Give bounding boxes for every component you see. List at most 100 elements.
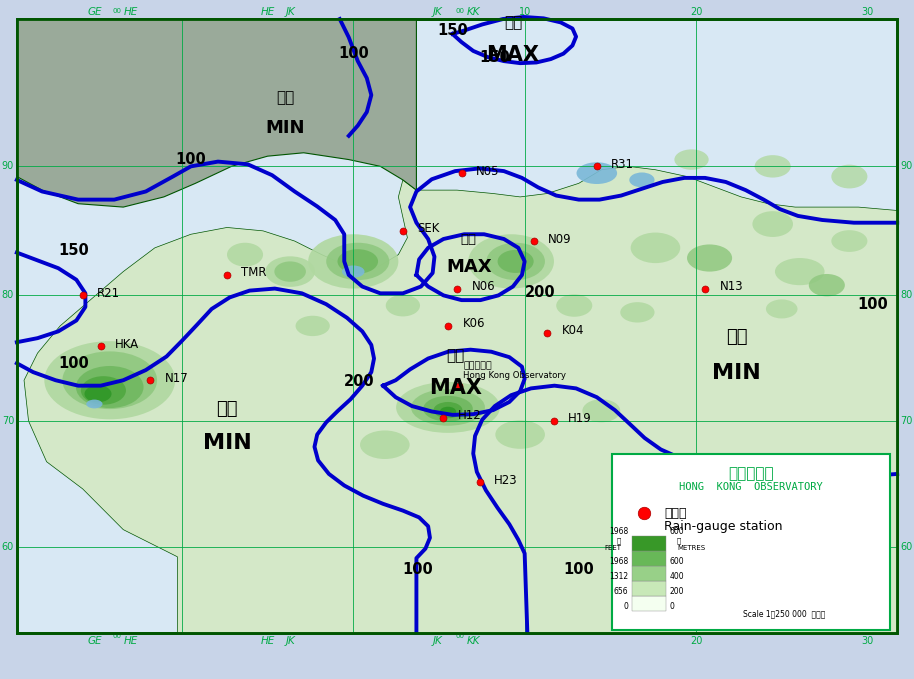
Bar (612, 454, 890, 630)
Text: 100: 100 (857, 297, 888, 312)
Ellipse shape (766, 299, 798, 318)
Text: 00: 00 (455, 633, 464, 639)
Bar (632, 596, 666, 611)
Text: 90: 90 (2, 162, 14, 171)
Text: 10: 10 (518, 7, 531, 17)
Ellipse shape (440, 407, 456, 416)
Ellipse shape (755, 155, 791, 178)
Text: MIN: MIN (712, 363, 761, 382)
Ellipse shape (675, 149, 708, 170)
Text: 100: 100 (175, 152, 207, 167)
Text: 20: 20 (690, 636, 702, 646)
Text: N13: N13 (719, 280, 743, 293)
Text: GE: GE (87, 636, 101, 646)
Text: MAX: MAX (446, 258, 492, 276)
Text: Scale 1：250 000  比例尺: Scale 1：250 000 比例尺 (743, 609, 825, 618)
Text: 0: 0 (670, 602, 675, 611)
Text: 200: 200 (525, 285, 556, 299)
Text: JK: JK (285, 7, 295, 17)
Text: 最低: 最低 (217, 399, 238, 418)
Ellipse shape (582, 399, 621, 422)
Text: H12: H12 (458, 409, 482, 422)
Ellipse shape (326, 243, 389, 280)
Ellipse shape (423, 396, 473, 422)
Ellipse shape (497, 250, 534, 273)
Ellipse shape (752, 211, 793, 237)
Text: 1968: 1968 (609, 557, 629, 566)
Text: KK: KK (466, 7, 480, 17)
Ellipse shape (274, 261, 306, 282)
Text: K04: K04 (561, 324, 584, 337)
Ellipse shape (621, 302, 654, 323)
Text: JK: JK (432, 7, 442, 17)
Text: R31: R31 (611, 158, 634, 171)
Ellipse shape (76, 366, 143, 408)
Text: H23: H23 (494, 473, 517, 487)
Text: 200: 200 (670, 587, 685, 596)
Text: 400: 400 (670, 572, 685, 581)
Ellipse shape (557, 294, 592, 316)
Text: 70: 70 (900, 416, 912, 426)
Ellipse shape (86, 399, 102, 408)
Text: HE: HE (123, 7, 138, 17)
Text: HE: HE (123, 636, 138, 646)
Text: 60: 60 (900, 542, 912, 551)
Ellipse shape (360, 430, 409, 459)
Ellipse shape (775, 258, 824, 285)
Ellipse shape (396, 382, 500, 433)
Text: 最低: 最低 (277, 90, 294, 105)
Text: MAX: MAX (429, 378, 482, 397)
Bar (632, 581, 666, 596)
Text: JK: JK (285, 636, 295, 646)
Ellipse shape (411, 389, 485, 426)
Ellipse shape (631, 232, 680, 263)
Text: 150: 150 (58, 242, 89, 257)
Ellipse shape (809, 274, 845, 296)
Text: 最低: 最低 (726, 328, 748, 346)
Text: 最高: 最高 (504, 16, 522, 31)
Ellipse shape (577, 162, 617, 184)
Text: N17: N17 (165, 371, 188, 385)
Ellipse shape (227, 243, 263, 266)
Text: 0: 0 (623, 602, 629, 611)
Text: SEK: SEK (418, 222, 440, 236)
Ellipse shape (308, 234, 399, 289)
Text: 70: 70 (2, 416, 14, 426)
Ellipse shape (84, 386, 112, 402)
Text: 20: 20 (690, 7, 702, 17)
Ellipse shape (386, 295, 420, 316)
Text: 尺
FEET: 尺 FEET (604, 537, 622, 551)
Text: N09: N09 (548, 232, 572, 246)
Text: MIN: MIN (266, 119, 305, 137)
Text: 00: 00 (112, 8, 122, 14)
Text: N05: N05 (476, 164, 499, 178)
Text: 30: 30 (861, 7, 874, 17)
Text: HONG  KONG  OBSERVATORY: HONG KONG OBSERVATORY (679, 482, 823, 492)
Text: 香港天文台: 香港天文台 (463, 362, 492, 371)
Text: HKA: HKA (115, 337, 139, 351)
Polygon shape (24, 166, 898, 633)
Text: Hong Kong Observatory: Hong Kong Observatory (463, 371, 567, 380)
Bar (632, 536, 666, 551)
Text: 100: 100 (402, 562, 432, 576)
Bar (632, 566, 666, 581)
Text: HE: HE (260, 7, 275, 17)
Ellipse shape (342, 265, 365, 278)
Ellipse shape (80, 376, 126, 405)
Ellipse shape (337, 249, 378, 274)
Text: MIN: MIN (203, 433, 251, 453)
Text: 100: 100 (338, 45, 368, 60)
Text: 600: 600 (670, 528, 685, 536)
Ellipse shape (265, 257, 315, 287)
Text: 200: 200 (344, 373, 374, 388)
Ellipse shape (495, 420, 545, 449)
Text: KK: KK (466, 636, 480, 646)
Ellipse shape (486, 243, 545, 280)
Bar (632, 551, 666, 566)
Text: 30: 30 (861, 636, 874, 646)
Text: GE: GE (87, 7, 101, 17)
Text: 80: 80 (900, 291, 912, 300)
Text: JK: JK (432, 636, 442, 646)
Polygon shape (16, 19, 417, 207)
Text: 600: 600 (670, 557, 685, 566)
